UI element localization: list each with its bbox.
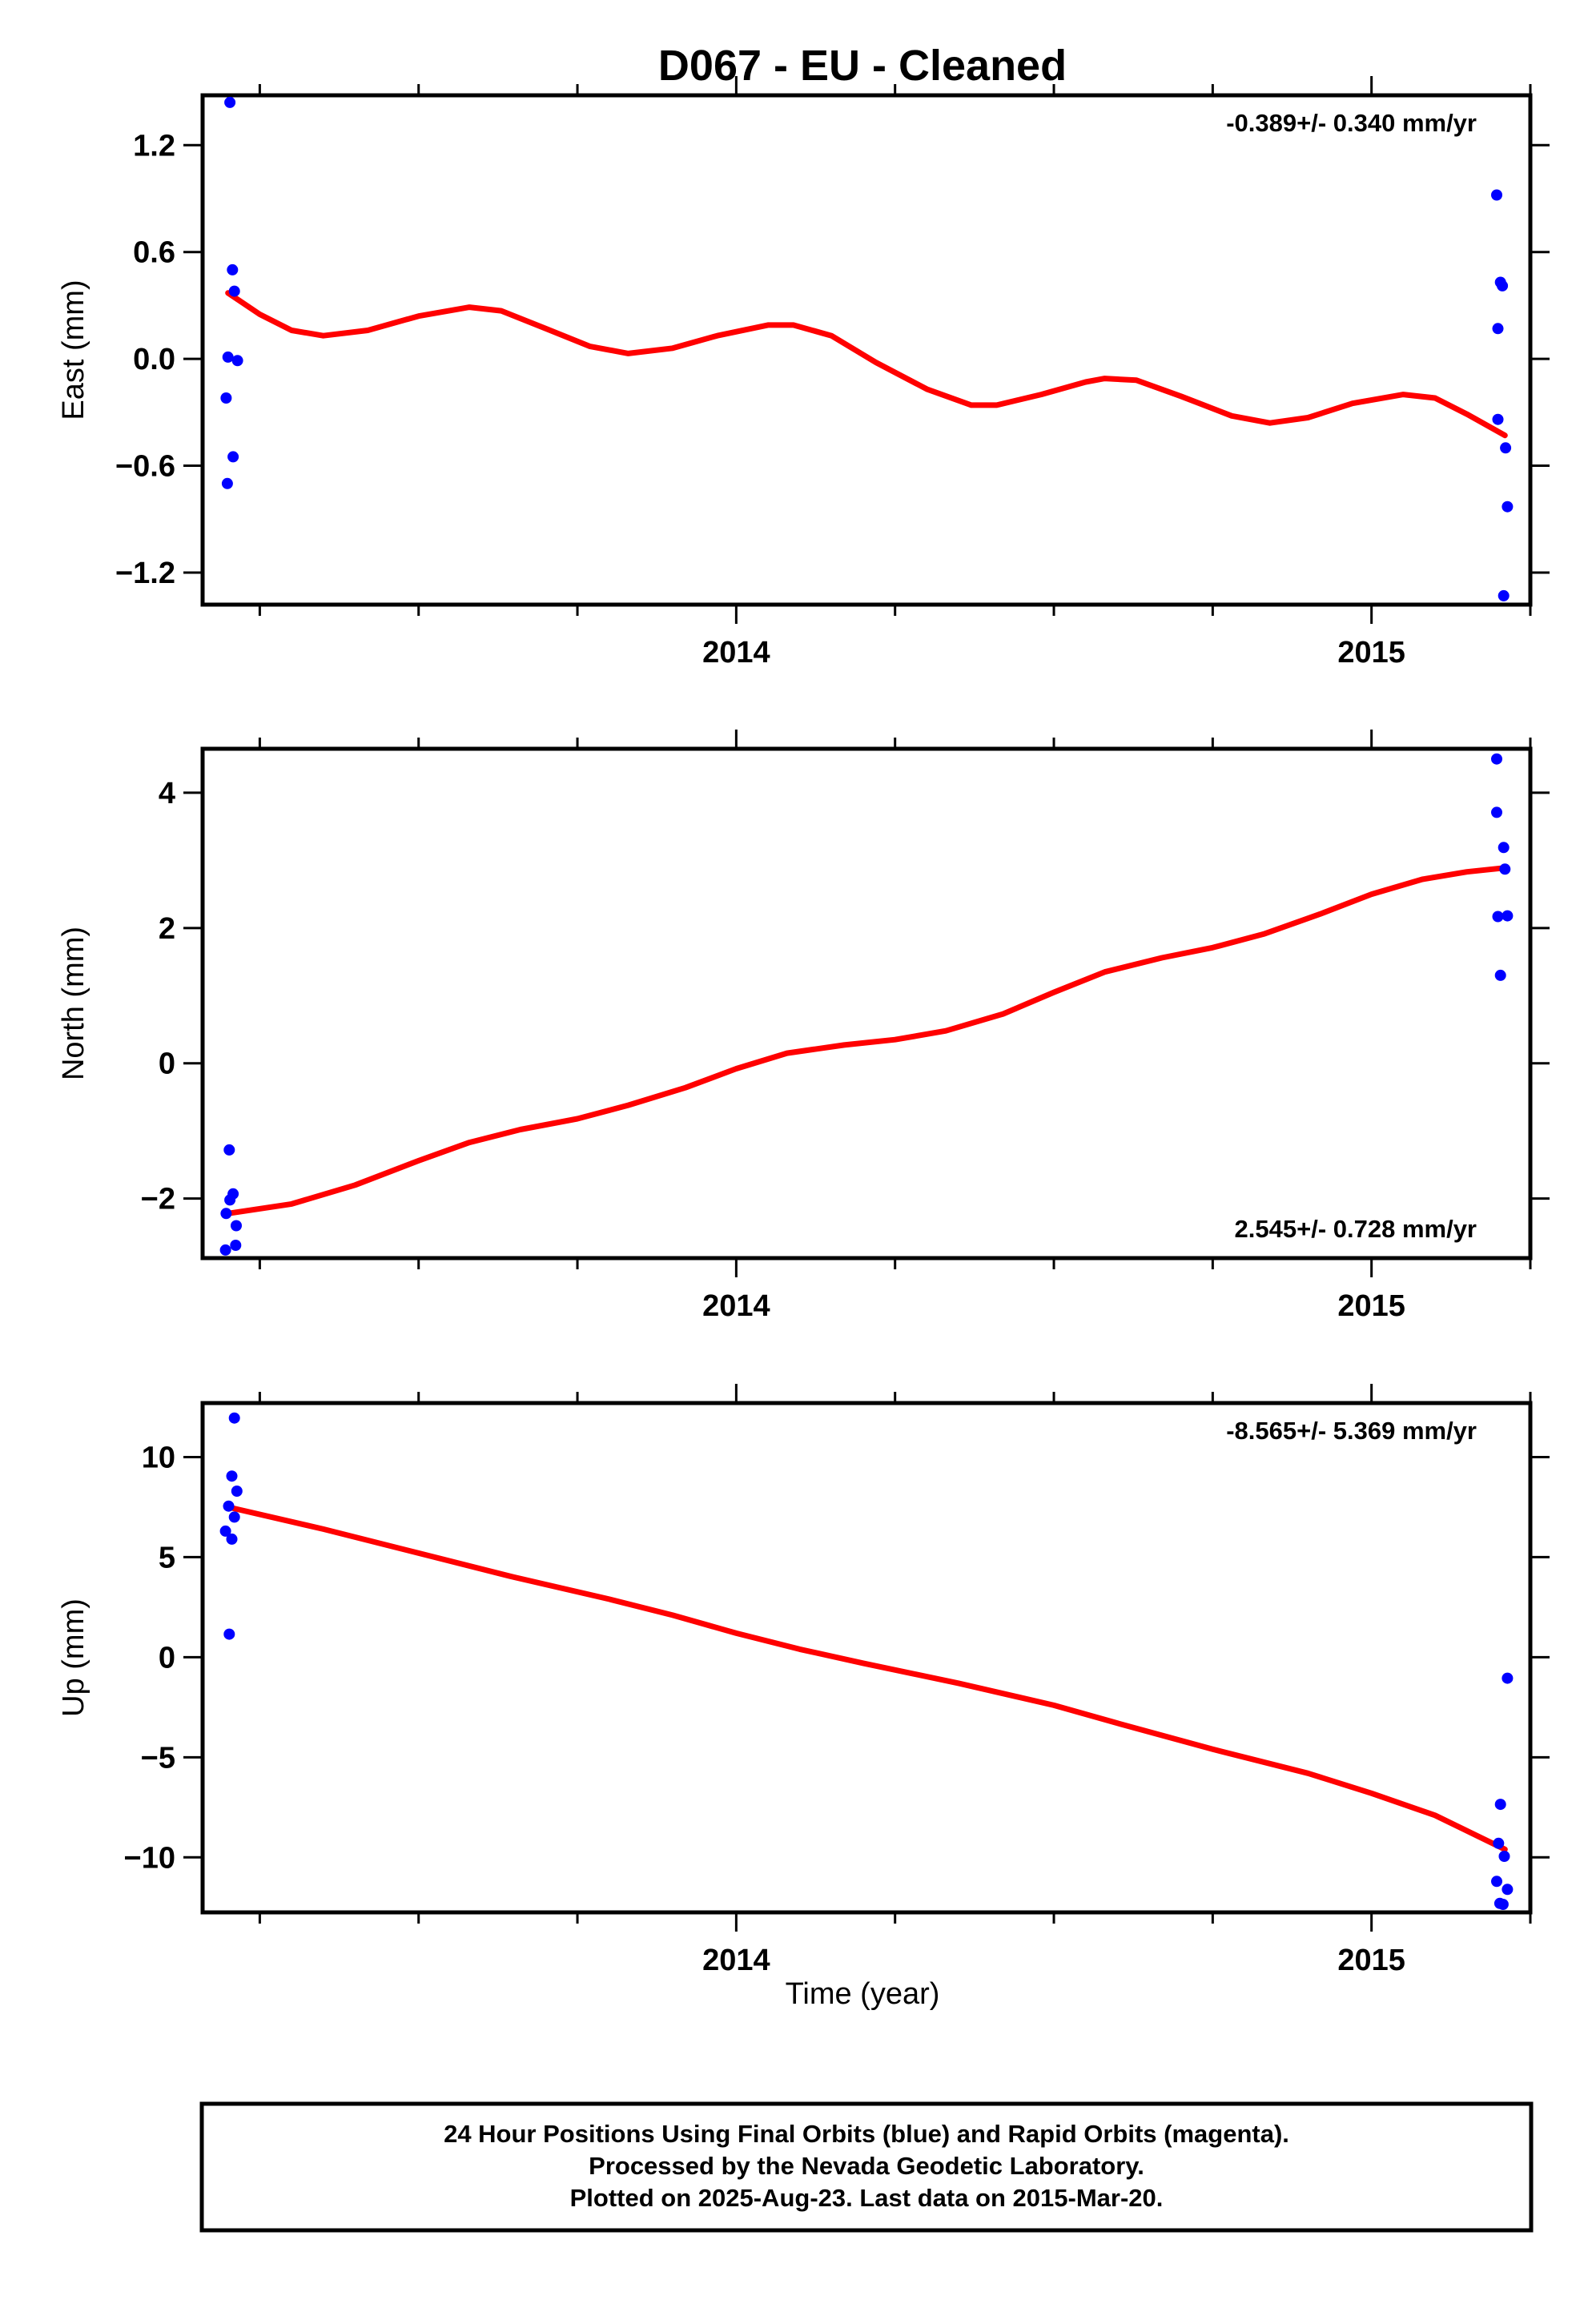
velocity-annotation: -0.389+/- 0.340 mm/yr: [1226, 109, 1477, 137]
data-point: [1494, 969, 1506, 981]
data-point: [1498, 589, 1510, 601]
data-point: [1493, 1837, 1505, 1849]
data-point: [1491, 189, 1502, 201]
data-point: [1491, 1876, 1502, 1888]
data-point: [1502, 501, 1514, 513]
footer-line-1: 24 Hour Positions Using Final Orbits (bl…: [444, 2120, 1289, 2148]
y-axis-label: East (mm): [57, 279, 90, 420]
y-tick-label: 0.0: [133, 343, 175, 376]
data-point: [1500, 442, 1512, 454]
data-point: [226, 1470, 238, 1482]
y-tick-label: 0: [159, 1047, 175, 1081]
plot-frame: [200, 746, 1533, 1261]
y-tick-label: 1.2: [133, 129, 175, 163]
data-point: [1502, 1884, 1514, 1896]
north-panel: 2014 2015 −2 0 2 4 North (mm) 2.545+/- 0.728 mm…: [57, 730, 1550, 1323]
data-point: [227, 263, 239, 275]
y-tick-label: 5: [159, 1541, 175, 1574]
data-point: [222, 351, 234, 363]
y-tick-label: 0: [159, 1641, 175, 1675]
data-point: [1492, 413, 1504, 425]
data-point: [1502, 1672, 1514, 1684]
x-tick-label: 2014: [702, 1944, 770, 1977]
data-point: [1498, 1851, 1510, 1862]
fit-curve: [225, 865, 1508, 1216]
data-point: [1494, 1799, 1506, 1811]
plot-frame: [200, 93, 1533, 607]
data-point: [1498, 842, 1510, 854]
y-tick-label: 10: [142, 1441, 175, 1474]
data-point: [226, 1533, 238, 1545]
y-tick-label: 2: [159, 912, 175, 946]
data-point: [220, 1208, 232, 1220]
data-point: [223, 1144, 235, 1156]
fit-curve: [225, 1504, 1508, 1852]
plot-frame: [200, 1401, 1533, 1915]
data-point: [231, 1486, 243, 1497]
data-point: [219, 1525, 231, 1537]
y-axis-label: North (mm): [57, 927, 90, 1080]
data-point: [227, 451, 239, 463]
data-point: [228, 1412, 240, 1424]
y-tick-label: 0.6: [133, 236, 175, 270]
x-tick-label: 2014: [702, 636, 770, 669]
fit-curve: [225, 290, 1508, 439]
y-tick-label: −5: [141, 1741, 175, 1775]
data-point: [224, 96, 236, 108]
y-tick-label: −1.2: [115, 557, 175, 590]
data-point: [1497, 279, 1509, 292]
data-point: [228, 285, 240, 297]
east-panel: 2014 2015 −1.2 −0.6 0.0 0.6 1.2 East (mm) -0.389…: [57, 76, 1550, 669]
data-point: [1491, 806, 1502, 818]
y-tick-label: 4: [159, 777, 175, 810]
footer-box: 24 Hour Positions Using Final Orbits (bl…: [199, 2101, 1534, 2233]
y-tick-label: −0.6: [115, 450, 175, 484]
up-panel: 2014 2015 −10 −5 0 5 10 Up (mm) -8.565+/- 5.369 …: [57, 1384, 1550, 1977]
footer-line-3: Plotted on 2025-Aug-23. Last data on 201…: [570, 2184, 1164, 2212]
data-point: [221, 477, 233, 489]
chart-title: D067 - EU - Cleaned: [658, 42, 1067, 90]
data-point: [1499, 863, 1511, 875]
data-point: [223, 1628, 235, 1640]
data-point: [230, 1240, 242, 1251]
footer-line-2: Processed by the Nevada Geodetic Laborat…: [589, 2152, 1144, 2180]
data-point: [223, 1500, 235, 1512]
y-tick-label: −2: [141, 1183, 175, 1216]
x-tick-label: 2014: [702, 1289, 770, 1323]
y-tick-label: −10: [124, 1841, 175, 1875]
velocity-annotation: 2.545+/- 0.728 mm/yr: [1235, 1215, 1477, 1243]
data-point: [1502, 910, 1514, 922]
x-tick-label: 2015: [1337, 1289, 1405, 1323]
data-point: [1492, 323, 1504, 335]
x-axis-label: Time (year): [786, 1977, 940, 2011]
x-tick-label: 2015: [1337, 1944, 1405, 1977]
data-point: [1492, 911, 1504, 923]
data-point: [220, 392, 232, 404]
data-point: [228, 1511, 240, 1523]
data-point: [231, 1220, 242, 1232]
data-point: [224, 1194, 236, 1206]
data-point: [1497, 1899, 1509, 1910]
data-point: [1491, 753, 1502, 765]
x-tick-label: 2015: [1337, 636, 1405, 669]
data-point: [219, 1244, 231, 1256]
velocity-annotation: -8.565+/- 5.369 mm/yr: [1226, 1417, 1477, 1445]
y-axis-label: Up (mm): [57, 1598, 90, 1717]
data-point: [231, 355, 243, 367]
